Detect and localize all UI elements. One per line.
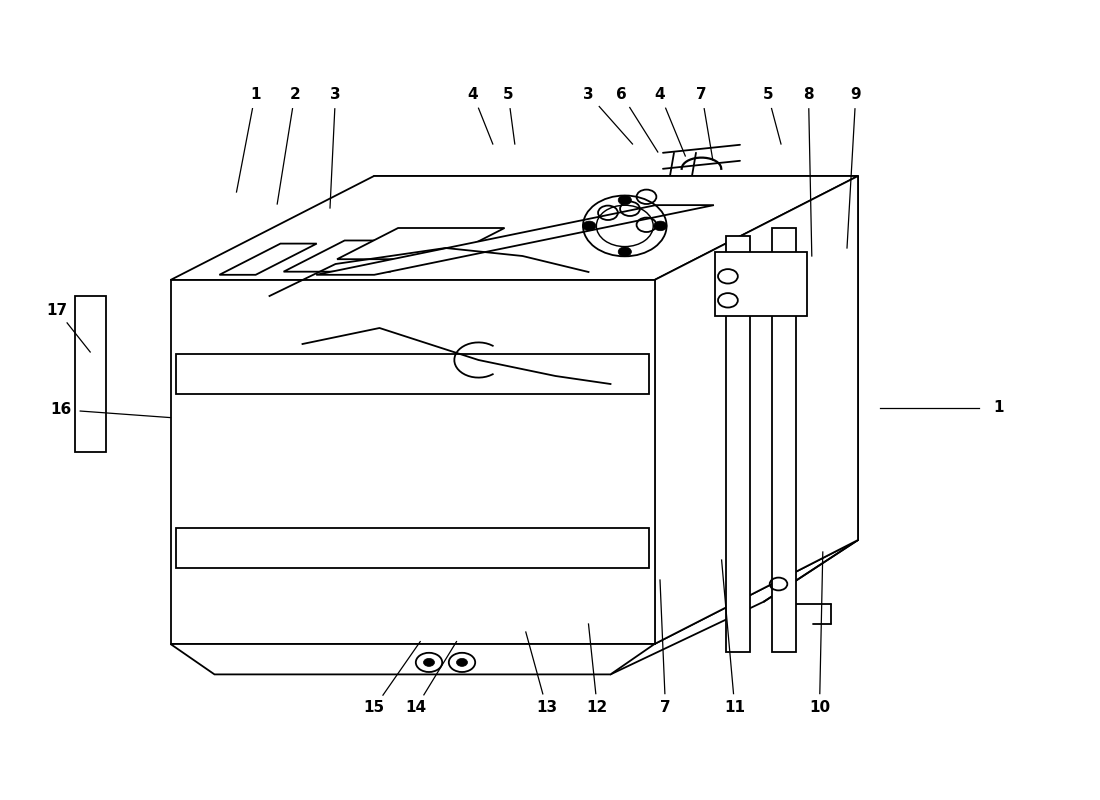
Text: 3: 3 xyxy=(330,87,341,102)
Polygon shape xyxy=(176,354,649,394)
Polygon shape xyxy=(715,252,807,316)
Circle shape xyxy=(583,221,596,230)
Text: 5: 5 xyxy=(762,87,773,102)
Text: 11: 11 xyxy=(724,701,746,715)
Polygon shape xyxy=(219,243,317,275)
Polygon shape xyxy=(654,176,858,644)
Polygon shape xyxy=(176,528,649,568)
Text: a passion for parts
since 1985: a passion for parts since 1985 xyxy=(425,574,631,618)
Text: 10: 10 xyxy=(808,701,830,715)
Text: 7: 7 xyxy=(696,87,707,102)
Text: 3: 3 xyxy=(583,87,594,102)
Polygon shape xyxy=(75,296,106,452)
Circle shape xyxy=(653,221,667,230)
Text: 13: 13 xyxy=(536,701,558,715)
Circle shape xyxy=(618,247,631,257)
Text: 15: 15 xyxy=(363,701,385,715)
Polygon shape xyxy=(170,280,654,644)
Text: euro: euro xyxy=(407,402,649,494)
Text: 17: 17 xyxy=(46,303,68,318)
Text: 5: 5 xyxy=(503,87,514,102)
Polygon shape xyxy=(170,176,858,280)
Text: 12: 12 xyxy=(586,701,608,715)
Text: 9: 9 xyxy=(850,87,861,102)
Text: 4: 4 xyxy=(654,87,666,102)
Circle shape xyxy=(456,658,468,666)
Text: 2: 2 xyxy=(289,87,300,102)
Polygon shape xyxy=(726,236,750,652)
Text: 1: 1 xyxy=(993,401,1004,415)
Text: 1: 1 xyxy=(250,87,261,102)
Text: 4: 4 xyxy=(468,87,478,102)
Polygon shape xyxy=(170,644,654,674)
Text: 6: 6 xyxy=(616,87,627,102)
Polygon shape xyxy=(337,228,505,259)
Text: 16: 16 xyxy=(50,402,72,417)
Text: spares: spares xyxy=(351,482,705,574)
Circle shape xyxy=(424,658,434,666)
Circle shape xyxy=(618,195,631,205)
Polygon shape xyxy=(284,241,451,272)
Text: 8: 8 xyxy=(803,87,814,102)
Text: 7: 7 xyxy=(660,701,671,715)
Polygon shape xyxy=(316,205,714,275)
Text: 14: 14 xyxy=(405,701,427,715)
Polygon shape xyxy=(772,228,796,652)
